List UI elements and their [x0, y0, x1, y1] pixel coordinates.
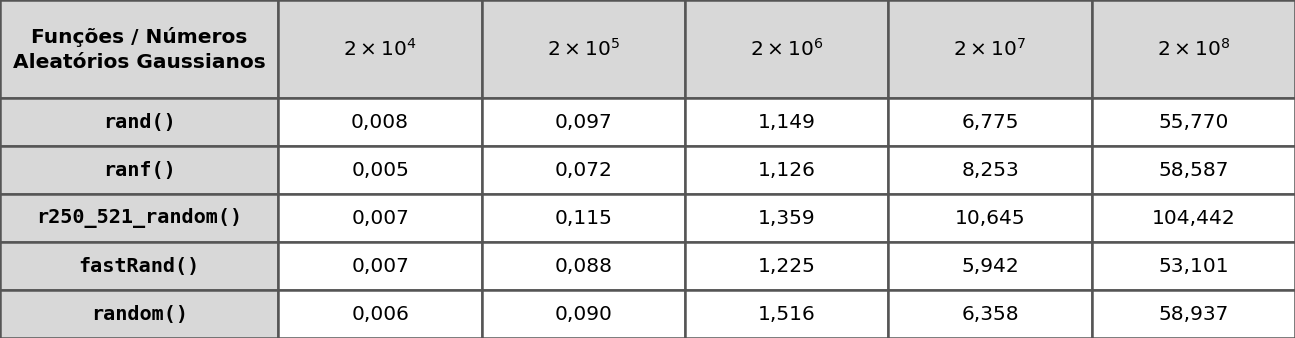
Bar: [278, 0, 482, 98]
Text: 6,358: 6,358: [961, 305, 1019, 323]
Bar: [482, 242, 685, 290]
Bar: [1092, 146, 1295, 194]
Text: 104,442: 104,442: [1151, 209, 1235, 227]
Bar: [482, 98, 685, 146]
Bar: [0, 0, 278, 98]
Bar: [685, 146, 888, 194]
Text: 53,101: 53,101: [1158, 257, 1229, 275]
Bar: [888, 242, 1092, 290]
Text: $2 \times 10^{8}$: $2 \times 10^{8}$: [1156, 38, 1230, 60]
Bar: [278, 98, 482, 146]
Bar: [1092, 98, 1295, 146]
Bar: [278, 146, 482, 194]
Text: ranf(): ranf(): [102, 161, 176, 179]
Text: r250_521_random(): r250_521_random(): [36, 208, 242, 228]
Text: 1,516: 1,516: [758, 305, 816, 323]
Bar: [888, 194, 1092, 242]
Bar: [685, 98, 888, 146]
Text: 1,126: 1,126: [758, 161, 816, 179]
Text: 58,587: 58,587: [1158, 161, 1229, 179]
Text: 58,937: 58,937: [1158, 305, 1229, 323]
Text: $2 \times 10^{5}$: $2 \times 10^{5}$: [546, 38, 620, 60]
Text: 1,359: 1,359: [758, 209, 816, 227]
Bar: [685, 194, 888, 242]
Bar: [685, 242, 888, 290]
Bar: [1092, 194, 1295, 242]
Bar: [0, 242, 278, 290]
Text: $2 \times 10^{6}$: $2 \times 10^{6}$: [750, 38, 824, 60]
Bar: [0, 194, 278, 242]
Bar: [1092, 0, 1295, 98]
Text: 10,645: 10,645: [954, 209, 1026, 227]
Text: 6,775: 6,775: [961, 113, 1019, 131]
Bar: [685, 0, 888, 98]
Text: 1,149: 1,149: [758, 113, 816, 131]
Text: random(): random(): [91, 305, 188, 323]
Bar: [888, 98, 1092, 146]
Bar: [278, 290, 482, 338]
Bar: [888, 146, 1092, 194]
Text: 0,115: 0,115: [554, 209, 613, 227]
Bar: [278, 242, 482, 290]
Bar: [888, 0, 1092, 98]
Text: 0,008: 0,008: [351, 113, 409, 131]
Text: 55,770: 55,770: [1158, 113, 1229, 131]
Bar: [685, 290, 888, 338]
Text: fastRand(): fastRand(): [79, 257, 199, 275]
Text: 0,007: 0,007: [351, 209, 409, 227]
Text: 0,090: 0,090: [554, 305, 613, 323]
Bar: [482, 0, 685, 98]
Text: 0,088: 0,088: [554, 257, 613, 275]
Bar: [482, 290, 685, 338]
Text: $2 \times 10^{4}$: $2 \times 10^{4}$: [343, 38, 417, 60]
Text: 0,007: 0,007: [351, 257, 409, 275]
Bar: [1092, 242, 1295, 290]
Bar: [278, 194, 482, 242]
Text: 8,253: 8,253: [961, 161, 1019, 179]
Bar: [1092, 290, 1295, 338]
Text: 0,072: 0,072: [554, 161, 613, 179]
Bar: [482, 194, 685, 242]
Bar: [888, 290, 1092, 338]
Text: Funções / Números
Aleatórios Gaussianos: Funções / Números Aleatórios Gaussianos: [13, 26, 265, 72]
Text: 0,006: 0,006: [351, 305, 409, 323]
Text: 1,225: 1,225: [758, 257, 816, 275]
Bar: [482, 146, 685, 194]
Text: 0,005: 0,005: [351, 161, 409, 179]
Text: rand(): rand(): [102, 113, 176, 131]
Text: 0,097: 0,097: [554, 113, 613, 131]
Bar: [0, 98, 278, 146]
Text: $2 \times 10^{7}$: $2 \times 10^{7}$: [953, 38, 1027, 60]
Text: 5,942: 5,942: [961, 257, 1019, 275]
Bar: [0, 146, 278, 194]
Bar: [0, 290, 278, 338]
